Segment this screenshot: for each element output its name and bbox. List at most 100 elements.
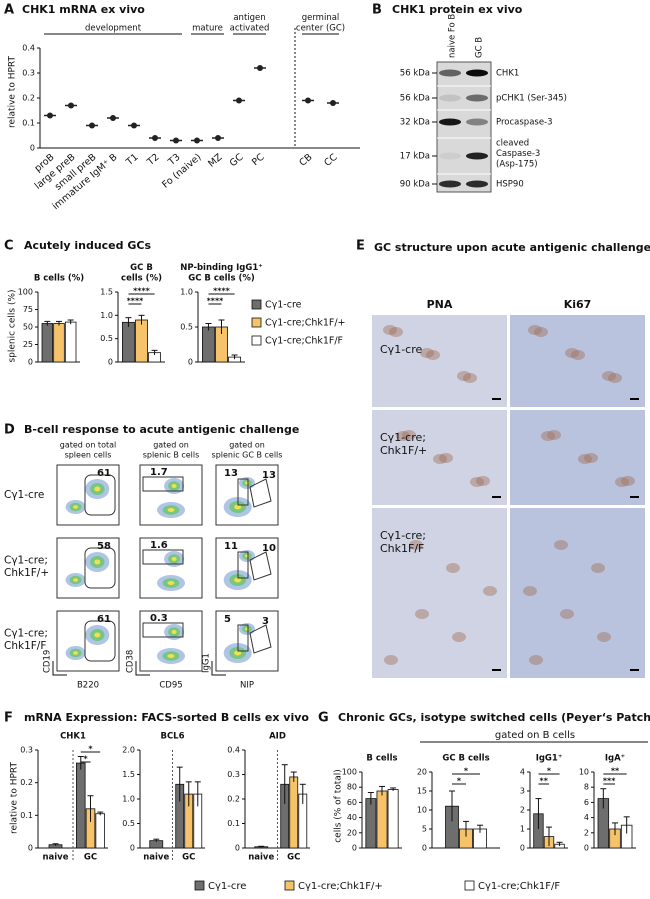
x-tick-label: T1 xyxy=(124,152,141,169)
y-tick-label: 0.2 xyxy=(20,778,33,787)
x-tick-label: CB xyxy=(297,152,314,169)
label-line: B cells xyxy=(366,754,397,764)
dot xyxy=(236,97,242,104)
gate xyxy=(142,476,184,492)
gate xyxy=(142,549,184,565)
flow-plot xyxy=(139,610,203,672)
y-tick-label: 25 xyxy=(23,340,33,349)
panel-label: F xyxy=(4,711,13,726)
gate-value: 58 xyxy=(97,541,111,552)
blot-band xyxy=(439,69,461,77)
sig-label: * xyxy=(457,777,462,786)
tissue-image xyxy=(372,315,507,407)
gate-value: 3 xyxy=(262,616,269,627)
axis-arrow xyxy=(52,661,67,676)
blot-band xyxy=(439,118,461,126)
gc-stain xyxy=(597,632,611,642)
flow-density xyxy=(167,581,175,585)
x-tick-label: naive xyxy=(42,853,68,863)
y-tick-label: 1.0 xyxy=(122,795,135,804)
gate-value: 61 xyxy=(97,614,111,625)
y-tick-label: 8 xyxy=(584,783,589,792)
blot-band xyxy=(466,118,488,126)
gc-stain xyxy=(384,655,398,665)
y-tick-label: 0 xyxy=(28,358,33,367)
tissue-image xyxy=(510,410,645,505)
sig-label: ** xyxy=(540,777,549,786)
tissue-image xyxy=(372,410,507,505)
x-tick-label: GC xyxy=(84,853,97,863)
gc-stain xyxy=(621,476,635,486)
dot xyxy=(173,137,179,144)
flow-density xyxy=(171,630,177,634)
y-tick-label: 6 xyxy=(584,798,589,807)
dot xyxy=(131,122,137,129)
gc-stain xyxy=(409,540,423,550)
y-tick-label: 0 xyxy=(352,844,357,853)
y-tick-label: 0.4 xyxy=(227,746,240,755)
y-tick-label: 20 xyxy=(417,768,427,777)
flow-density xyxy=(167,508,175,512)
bar xyxy=(289,776,299,849)
label-line: BCL6 xyxy=(160,732,184,742)
tissue-image xyxy=(510,315,645,407)
flow-density xyxy=(171,557,177,561)
legend-label: Cγ1-cre;Chk1F/+ xyxy=(265,318,346,329)
panel-title: CHK1 protein ex vivo xyxy=(392,3,523,16)
label-line: Chk1F/+ xyxy=(380,444,427,457)
blot-band xyxy=(439,94,461,102)
legend-label: Cγ1-cre;Chk1F/+ xyxy=(298,881,383,892)
y-tick-label: 3 xyxy=(520,787,525,796)
gate xyxy=(237,624,249,652)
flow-density xyxy=(73,651,79,655)
label-line: Cγ1-cre; xyxy=(380,431,426,444)
gc-stain xyxy=(523,586,537,596)
label-line: activated xyxy=(230,24,270,34)
dot xyxy=(47,112,53,119)
kda-label: 90 kDa xyxy=(400,180,430,190)
gate-value: 1.6 xyxy=(150,540,168,551)
blot-band xyxy=(466,180,488,188)
flow-density xyxy=(234,577,242,583)
flow-density xyxy=(234,504,242,510)
axis-label: NIP xyxy=(240,681,254,691)
gc-stain xyxy=(528,325,542,335)
sig-label: * xyxy=(84,755,89,764)
flow-plot xyxy=(215,537,279,599)
tissue-image xyxy=(372,508,507,678)
sig-label: **** xyxy=(127,297,145,306)
x-tick-label: GC xyxy=(228,152,246,170)
gate xyxy=(249,478,272,508)
y-label: splenic cells (%) xyxy=(8,289,18,362)
gc-stain xyxy=(560,609,574,619)
legend-label: Cγ1-cre xyxy=(208,881,246,892)
panel-label: C xyxy=(4,239,14,254)
sig-label: **** xyxy=(133,287,151,296)
y-tick-label: 0 xyxy=(188,358,193,367)
y-tick-label: 1.0 xyxy=(180,288,193,297)
legend-swatch xyxy=(464,880,475,891)
bar xyxy=(135,319,148,363)
column-header: Ki67 xyxy=(564,298,592,311)
y-tick-label: 10 xyxy=(579,768,589,777)
bar xyxy=(387,789,399,849)
gc-stain xyxy=(547,430,561,440)
gate-value: 10 xyxy=(262,543,276,554)
sig-label: * xyxy=(88,745,93,754)
y-tick-label: 2 xyxy=(584,828,589,837)
x-tick-label: GC xyxy=(287,853,300,863)
gc-stain xyxy=(439,453,453,463)
bar xyxy=(95,813,105,849)
kda-label: 56 kDa xyxy=(400,69,430,79)
gate-value: 13 xyxy=(262,470,276,481)
y-tick-label: 4 xyxy=(520,768,525,777)
flow-plot xyxy=(215,464,279,526)
panel-label: B xyxy=(372,3,382,18)
axis-label: IgG1 xyxy=(202,653,212,673)
label-line: AID xyxy=(269,732,286,742)
gc-stain xyxy=(383,325,397,335)
dot xyxy=(110,115,116,121)
sig-label: ** xyxy=(611,767,620,776)
gate xyxy=(84,620,116,662)
y-tick-label: 0.2 xyxy=(227,795,240,804)
